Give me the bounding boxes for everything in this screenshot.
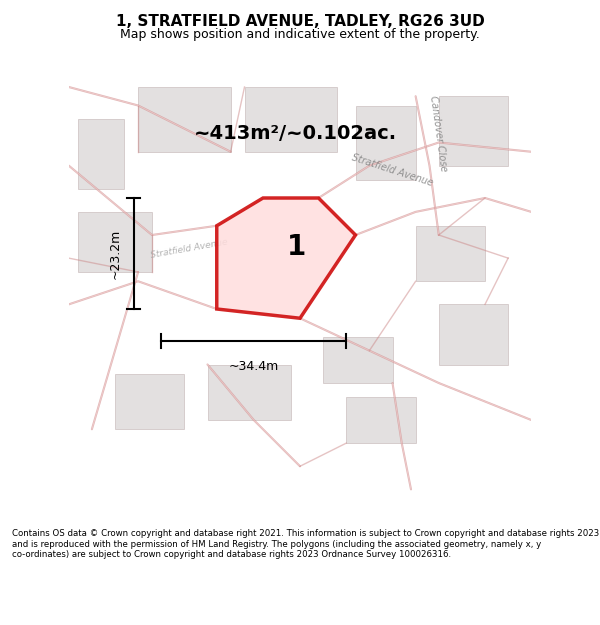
- Polygon shape: [439, 304, 508, 364]
- Polygon shape: [217, 198, 355, 318]
- Polygon shape: [245, 87, 337, 152]
- Polygon shape: [416, 226, 485, 281]
- Polygon shape: [138, 87, 230, 152]
- Polygon shape: [78, 119, 124, 189]
- Text: ~413m²/~0.102ac.: ~413m²/~0.102ac.: [194, 124, 397, 142]
- Text: Stratfield Avenue: Stratfield Avenue: [350, 152, 434, 188]
- Text: Map shows position and indicative extent of the property.: Map shows position and indicative extent…: [120, 28, 480, 41]
- Text: ~23.2m: ~23.2m: [109, 228, 122, 279]
- Polygon shape: [355, 106, 416, 179]
- Text: 1: 1: [287, 233, 307, 261]
- Text: Contains OS data © Crown copyright and database right 2021. This information is : Contains OS data © Crown copyright and d…: [12, 529, 599, 559]
- Text: Stratfield Avenue: Stratfield Avenue: [149, 238, 229, 260]
- Text: Candover Close: Candover Close: [428, 94, 449, 172]
- Text: 1, STRATFIELD AVENUE, TADLEY, RG26 3UD: 1, STRATFIELD AVENUE, TADLEY, RG26 3UD: [116, 14, 484, 29]
- Polygon shape: [208, 364, 291, 420]
- Text: ~34.4m: ~34.4m: [229, 360, 279, 373]
- Polygon shape: [346, 397, 416, 443]
- Polygon shape: [115, 374, 184, 429]
- Polygon shape: [439, 96, 508, 166]
- Polygon shape: [323, 337, 392, 383]
- Polygon shape: [78, 212, 152, 272]
